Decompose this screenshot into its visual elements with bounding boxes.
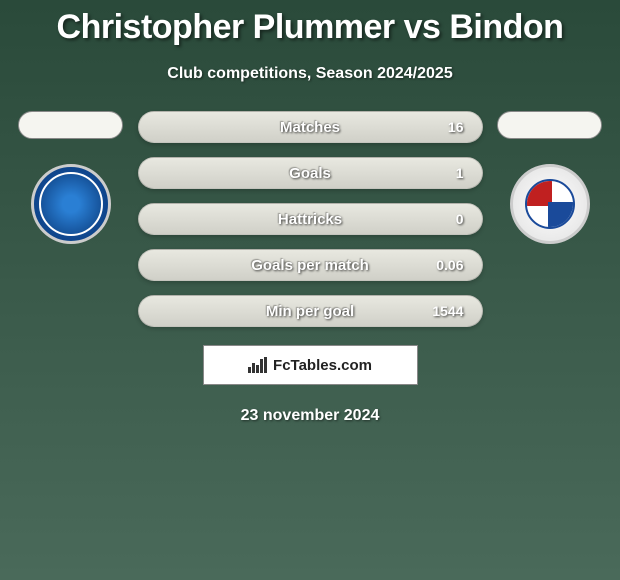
stat-row: Hattricks 0 xyxy=(138,203,483,235)
main-content: Matches 16 Goals 1 Hattricks 0 Goals per… xyxy=(0,111,620,327)
right-badge-column xyxy=(495,111,605,244)
chart-icon xyxy=(248,357,267,373)
stat-value: 0.06 xyxy=(436,257,463,273)
subtitle: Club competitions, Season 2024/2025 xyxy=(0,65,620,83)
stat-label: Min per goal xyxy=(266,303,354,320)
club-badge-left xyxy=(31,164,111,244)
stats-column: Matches 16 Goals 1 Hattricks 0 Goals per… xyxy=(138,111,483,327)
stat-label: Goals per match xyxy=(251,257,369,274)
stat-value: 16 xyxy=(448,119,464,135)
fctables-text: FcTables.com xyxy=(273,357,372,374)
stat-label: Matches xyxy=(280,119,340,136)
stat-row: Min per goal 1544 xyxy=(138,295,483,327)
fctables-branding[interactable]: FcTables.com xyxy=(203,345,418,385)
left-badge-column xyxy=(16,111,126,244)
stat-value: 1544 xyxy=(432,303,463,319)
stat-value: 0 xyxy=(456,211,464,227)
stat-label: Goals xyxy=(289,165,331,182)
club-badge-right xyxy=(510,164,590,244)
stat-row: Matches 16 xyxy=(138,111,483,143)
stat-label: Hattricks xyxy=(278,211,342,228)
player-oval-left xyxy=(18,111,123,139)
stat-value: 1 xyxy=(456,165,464,181)
stat-row: Goals per match 0.06 xyxy=(138,249,483,281)
player-oval-right xyxy=(497,111,602,139)
date-text: 23 november 2024 xyxy=(0,407,620,425)
stat-row: Goals 1 xyxy=(138,157,483,189)
page-title: Christopher Plummer vs Bindon xyxy=(0,0,620,47)
